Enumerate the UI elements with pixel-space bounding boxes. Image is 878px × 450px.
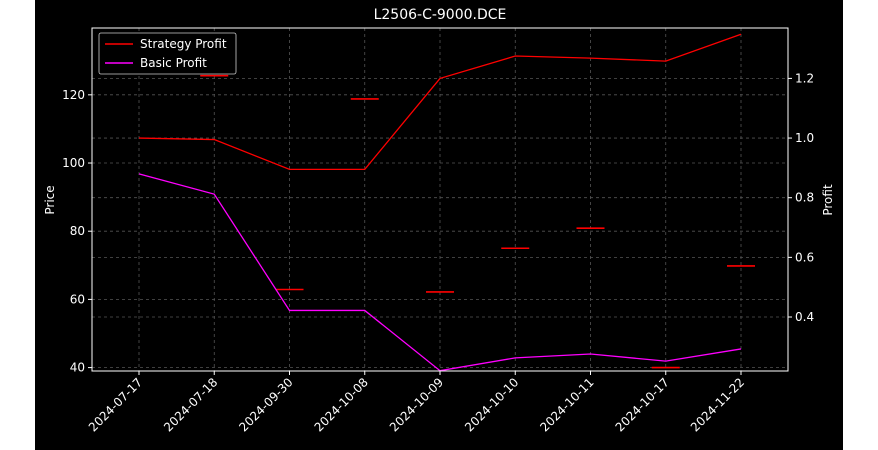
right-axis: 0.4 0.6 0.8 1.0 1.2: [788, 71, 814, 324]
right-tick-label: 0.6: [795, 250, 814, 264]
legend-label-1: Basic Profit: [140, 56, 207, 70]
right-axis-title: Profit: [821, 184, 835, 216]
chart-title: L2506-C-9000.DCE: [374, 7, 507, 23]
series-line-0: [138, 33, 742, 171]
left-tick-label: 100: [62, 156, 85, 170]
left-tick-label: 120: [62, 88, 85, 102]
left-tick-label: 80: [70, 224, 85, 238]
legend-box: [98, 32, 237, 75]
right-tick-label: 1.0: [795, 131, 814, 145]
left-axis: 40 60 80 100 120: [62, 88, 92, 375]
figure-background: [35, 0, 843, 450]
right-tick-label: 0.8: [795, 191, 814, 205]
right-tick-label: 1.2: [795, 71, 814, 85]
left-axis-title: Price: [43, 185, 57, 214]
grid: [92, 28, 788, 371]
right-tick-label: 0.4: [795, 310, 814, 324]
legend: Strategy Profit Basic Profit: [98, 32, 237, 75]
left-tick-label: 40: [70, 361, 85, 375]
left-tick-label: 60: [70, 292, 85, 306]
legend-label-0: Strategy Profit: [140, 37, 227, 51]
